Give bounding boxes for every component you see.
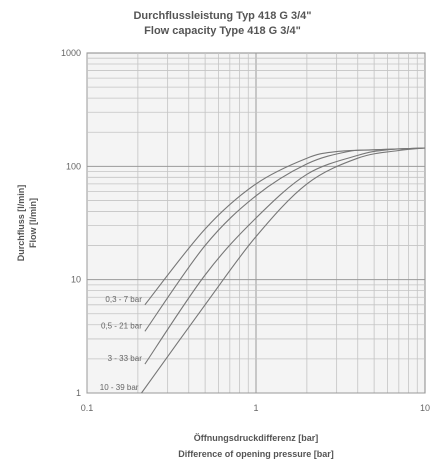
- series-label: 10 - 39 bar: [100, 383, 139, 392]
- curves: [141, 147, 426, 394]
- y-tick-label: 10: [71, 275, 81, 285]
- curve-labels: 0,3 - 7 bar 0,5 - 21 bar 3 - 33 bar 10 - 39…: [100, 295, 142, 392]
- y-tick-label: 1000: [61, 48, 81, 58]
- chart-subtitle: Flow capacity Type 418 G 3/4": [144, 25, 301, 37]
- x-tick-label: 0.1: [81, 403, 94, 413]
- y-tick-label: 1: [76, 388, 81, 398]
- x-axis-label-2: Difference of opening pressure [bar]: [178, 449, 334, 459]
- chart-title: Durchflussleistung Typ 418 G 3/4": [133, 10, 312, 22]
- series-label: 3 - 33 bar: [108, 354, 143, 363]
- series-line: [141, 147, 426, 394]
- y-axis-label: Durchfluss [l/min]: [16, 185, 26, 262]
- y-axis-label-2: Flow [l/min]: [28, 198, 38, 248]
- x-axis-label: Öffnungsdruckdifferenz [bar]: [194, 433, 319, 443]
- series-line: [144, 147, 426, 365]
- series-label: 0,5 - 21 bar: [101, 321, 142, 330]
- x-tick-label: 1: [253, 403, 258, 413]
- series-label: 0,3 - 7 bar: [105, 295, 142, 304]
- grid: [86, 53, 425, 394]
- x-tick-label: 10: [420, 403, 430, 413]
- y-tick-label: 100: [66, 161, 81, 171]
- series-line: [144, 147, 426, 332]
